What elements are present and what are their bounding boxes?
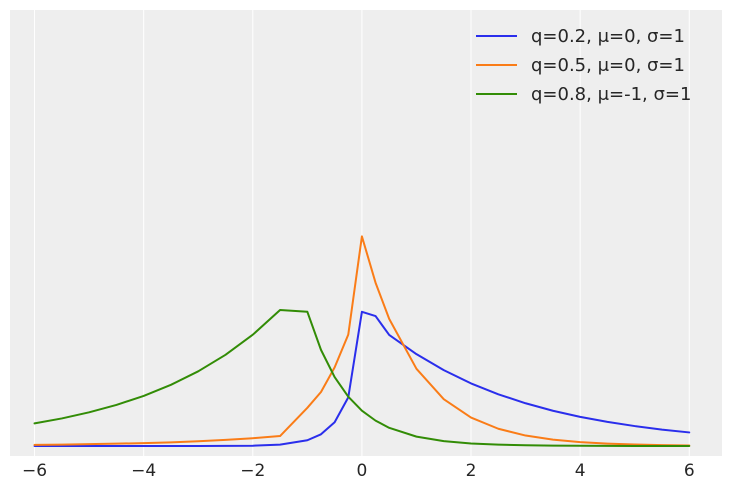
grid-lines [34, 10, 690, 456]
series-line-1 [33, 310, 691, 447]
x-tick-label: 2 [466, 461, 477, 481]
series-line-3 [33, 309, 691, 447]
x-tick-label: −4 [131, 461, 156, 481]
series-lines [33, 235, 691, 447]
x-tick-label: −2 [240, 461, 265, 481]
legend-label-3: q=0.8, μ=-1, σ=1 [531, 84, 691, 105]
legend: q=0.2, μ=0, σ=1 q=0.5, μ=0, σ=1 q=0.8, μ=-… [476, 26, 691, 105]
x-tick-label: 0 [356, 461, 367, 481]
x-tick-label: −6 [22, 461, 47, 481]
x-tick-label: 4 [575, 461, 586, 481]
series-line-2 [33, 235, 691, 447]
x-axis-ticks: −6 −4 −2 0 2 4 6 [22, 461, 695, 481]
plot-area [10, 10, 722, 456]
x-tick-label: 6 [684, 461, 695, 481]
legend-label-1: q=0.2, μ=0, σ=1 [531, 26, 685, 47]
legend-label-2: q=0.5, μ=0, σ=1 [531, 55, 685, 76]
